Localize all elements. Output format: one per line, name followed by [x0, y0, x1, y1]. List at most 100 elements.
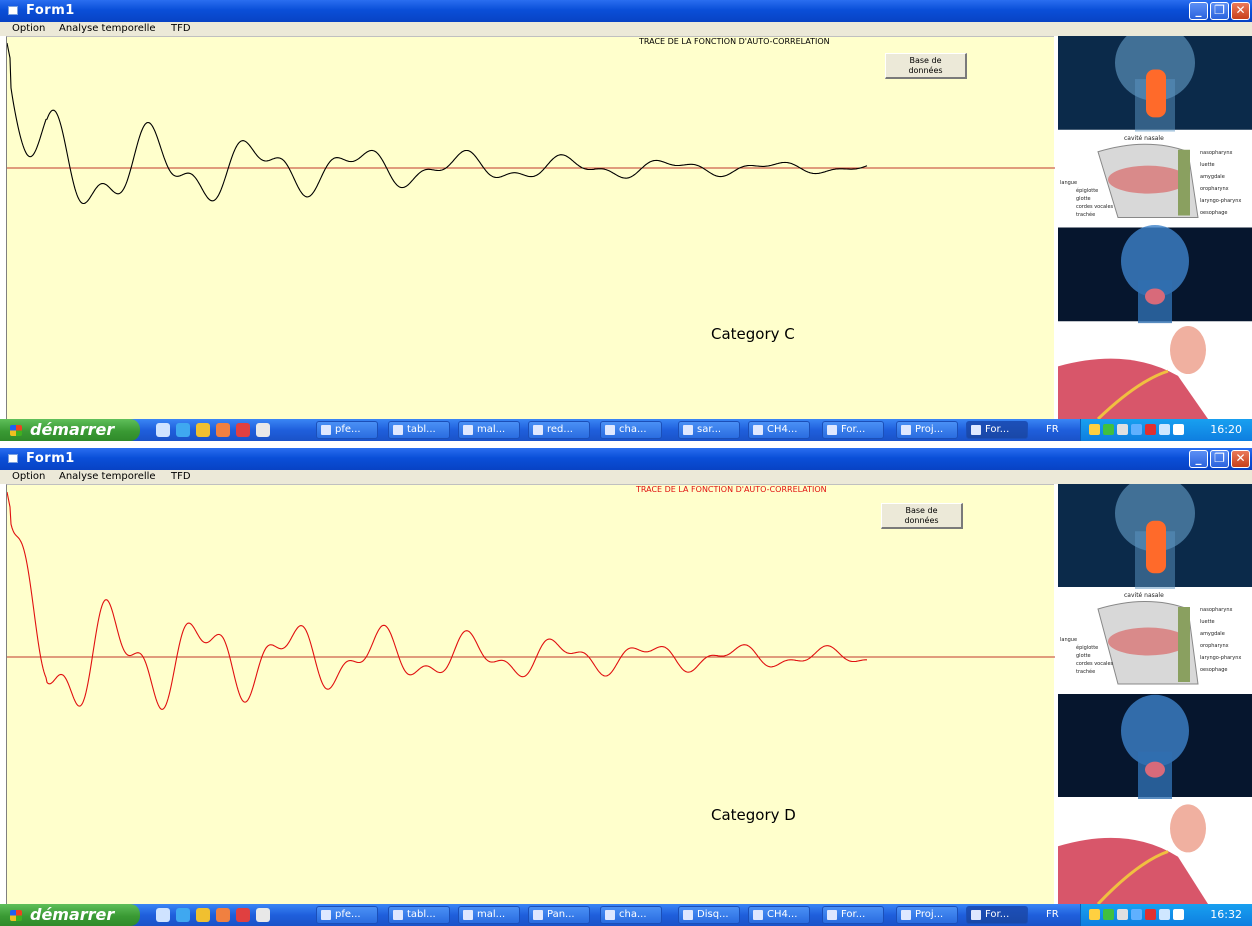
- maximize-button[interactable]: ❐: [1210, 2, 1229, 20]
- network-icon[interactable]: [1089, 909, 1100, 920]
- windows-logo-icon: [10, 910, 22, 921]
- plot-canvas: [7, 42, 1055, 205]
- window-titlebar[interactable]: Form1 _ ❐ ✕: [0, 448, 1252, 470]
- window-title: Form1: [26, 451, 75, 466]
- taskbar-item-label: tabl...: [407, 909, 436, 920]
- internet-explorer-icon[interactable]: [176, 908, 190, 922]
- language-indicator[interactable]: FR: [1046, 424, 1059, 435]
- close-button[interactable]: ✕: [1231, 2, 1250, 20]
- tray-monitor-icon[interactable]: [1131, 424, 1142, 435]
- taskbar-item-label: For...: [985, 424, 1010, 435]
- diagram-label: trachée: [1076, 668, 1095, 675]
- volume-icon[interactable]: [1159, 909, 1170, 920]
- media-icon[interactable]: [216, 908, 230, 922]
- taskbar-item-label: pfe...: [335, 424, 361, 435]
- language-indicator[interactable]: FR: [1046, 909, 1059, 920]
- autocorrelation-plot: TRACE DE LA FONCTION D'AUTO-CORRELATION …: [6, 484, 1055, 904]
- screenshot-bottom: Form1 _ ❐ ✕ Option Analyse temporelle TF…: [0, 448, 1252, 926]
- diagram-label: cavité nasale: [1124, 135, 1164, 142]
- messenger-icon[interactable]: [196, 908, 210, 922]
- taskbar-item-label: Proj...: [915, 424, 944, 435]
- tray-app-icon[interactable]: [1103, 424, 1114, 435]
- tray-device-icon[interactable]: [1173, 424, 1184, 435]
- taskbar-item-label: tabl...: [407, 424, 436, 435]
- diagram-label: oesophage: [1200, 210, 1227, 216]
- taskbar-item[interactable]: mal...: [458, 421, 520, 439]
- tray-monitor-icon[interactable]: [1131, 909, 1142, 920]
- menu-analyse-temporelle[interactable]: Analyse temporelle: [59, 23, 156, 34]
- diagram-label: luette: [1200, 619, 1215, 625]
- diagram-label: langue: [1060, 637, 1077, 643]
- menu-tfd[interactable]: TFD: [171, 471, 191, 482]
- tray-security-icon[interactable]: [1145, 424, 1156, 435]
- menu-option[interactable]: Option: [12, 471, 46, 482]
- taskbar-item[interactable]: pfe...: [316, 906, 378, 924]
- taskbar-item[interactable]: tabl...: [388, 421, 450, 439]
- tool-shortcut-icon[interactable]: [256, 423, 270, 437]
- window-icon: [971, 910, 981, 920]
- taskbar-item[interactable]: tabl...: [388, 906, 450, 924]
- tray-sync-icon[interactable]: [1117, 909, 1128, 920]
- taskbar-item[interactable]: CH4...: [748, 906, 810, 924]
- taskbar-item[interactable]: cha...: [600, 906, 662, 924]
- show-desktop-icon[interactable]: [156, 908, 170, 922]
- app-icon: [8, 6, 18, 15]
- window-icon: [321, 425, 331, 435]
- start-button[interactable]: démarrer: [0, 904, 140, 926]
- window-icon: [683, 425, 693, 435]
- menu-tfd[interactable]: TFD: [171, 23, 191, 34]
- menu-option[interactable]: Option: [12, 23, 46, 34]
- network-icon[interactable]: [1089, 424, 1100, 435]
- messenger-icon[interactable]: [196, 423, 210, 437]
- volume-icon[interactable]: [1159, 424, 1170, 435]
- show-desktop-icon[interactable]: [156, 423, 170, 437]
- taskbar-item-label: Proj...: [915, 909, 944, 920]
- maximize-button[interactable]: ❐: [1210, 450, 1229, 468]
- window-icon: [753, 910, 763, 920]
- window-icon: [605, 425, 615, 435]
- menu-analyse-temporelle[interactable]: Analyse temporelle: [59, 471, 156, 482]
- minimize-button[interactable]: _: [1189, 2, 1208, 20]
- internet-explorer-icon[interactable]: [176, 423, 190, 437]
- taskbar-item[interactable]: Pan...: [528, 906, 590, 924]
- window-title: Form1: [26, 3, 75, 18]
- minimize-button[interactable]: _: [1189, 450, 1208, 468]
- window-icon: [463, 425, 473, 435]
- base-de-donnees-button[interactable]: Base de données: [881, 503, 963, 529]
- taskbar-item[interactable]: Proj...: [896, 421, 958, 439]
- taskbar-item[interactable]: cha...: [600, 421, 662, 439]
- taskbar-item[interactable]: mal...: [458, 906, 520, 924]
- taskbar-item[interactable]: red...: [528, 421, 590, 439]
- base-de-donnees-label: Base de données: [904, 506, 939, 525]
- taskbar-item[interactable]: For...: [966, 421, 1028, 439]
- throat-anatomy-glow-image: [1058, 484, 1252, 589]
- window-titlebar[interactable]: Form1 _ ❐ ✕: [0, 0, 1252, 22]
- diagram-label: oropharynx: [1200, 186, 1229, 192]
- taskbar-item[interactable]: sar...: [678, 421, 740, 439]
- window-icon: [971, 425, 981, 435]
- start-button[interactable]: démarrer: [0, 419, 140, 441]
- tray-app-icon[interactable]: [1103, 909, 1114, 920]
- tray-sync-icon[interactable]: [1117, 424, 1128, 435]
- app-shortcut-icon[interactable]: [236, 423, 250, 437]
- window-icon: [753, 425, 763, 435]
- system-tray: 16:32: [1080, 904, 1252, 926]
- taskbar-item[interactable]: Disq...: [678, 906, 740, 924]
- media-icon[interactable]: [216, 423, 230, 437]
- anatomy-sidebar: cavité nasale nasopharynx luette amygdale or…: [1058, 484, 1252, 904]
- window-icon: [393, 425, 403, 435]
- diagram-label: laryngo-pharynx: [1200, 198, 1241, 204]
- tool-shortcut-icon[interactable]: [256, 908, 270, 922]
- taskbar-item[interactable]: pfe...: [316, 421, 378, 439]
- tray-security-icon[interactable]: [1145, 909, 1156, 920]
- clock: 16:32: [1210, 908, 1242, 921]
- taskbar-item[interactable]: For...: [822, 906, 884, 924]
- taskbar-item[interactable]: CH4...: [748, 421, 810, 439]
- close-button[interactable]: ✕: [1231, 450, 1250, 468]
- taskbar-item[interactable]: For...: [966, 906, 1028, 924]
- tray-device-icon[interactable]: [1173, 909, 1184, 920]
- taskbar-item[interactable]: For...: [822, 421, 884, 439]
- app-shortcut-icon[interactable]: [236, 908, 250, 922]
- taskbar-item[interactable]: Proj...: [896, 906, 958, 924]
- base-de-donnees-button[interactable]: Base de données: [885, 53, 967, 79]
